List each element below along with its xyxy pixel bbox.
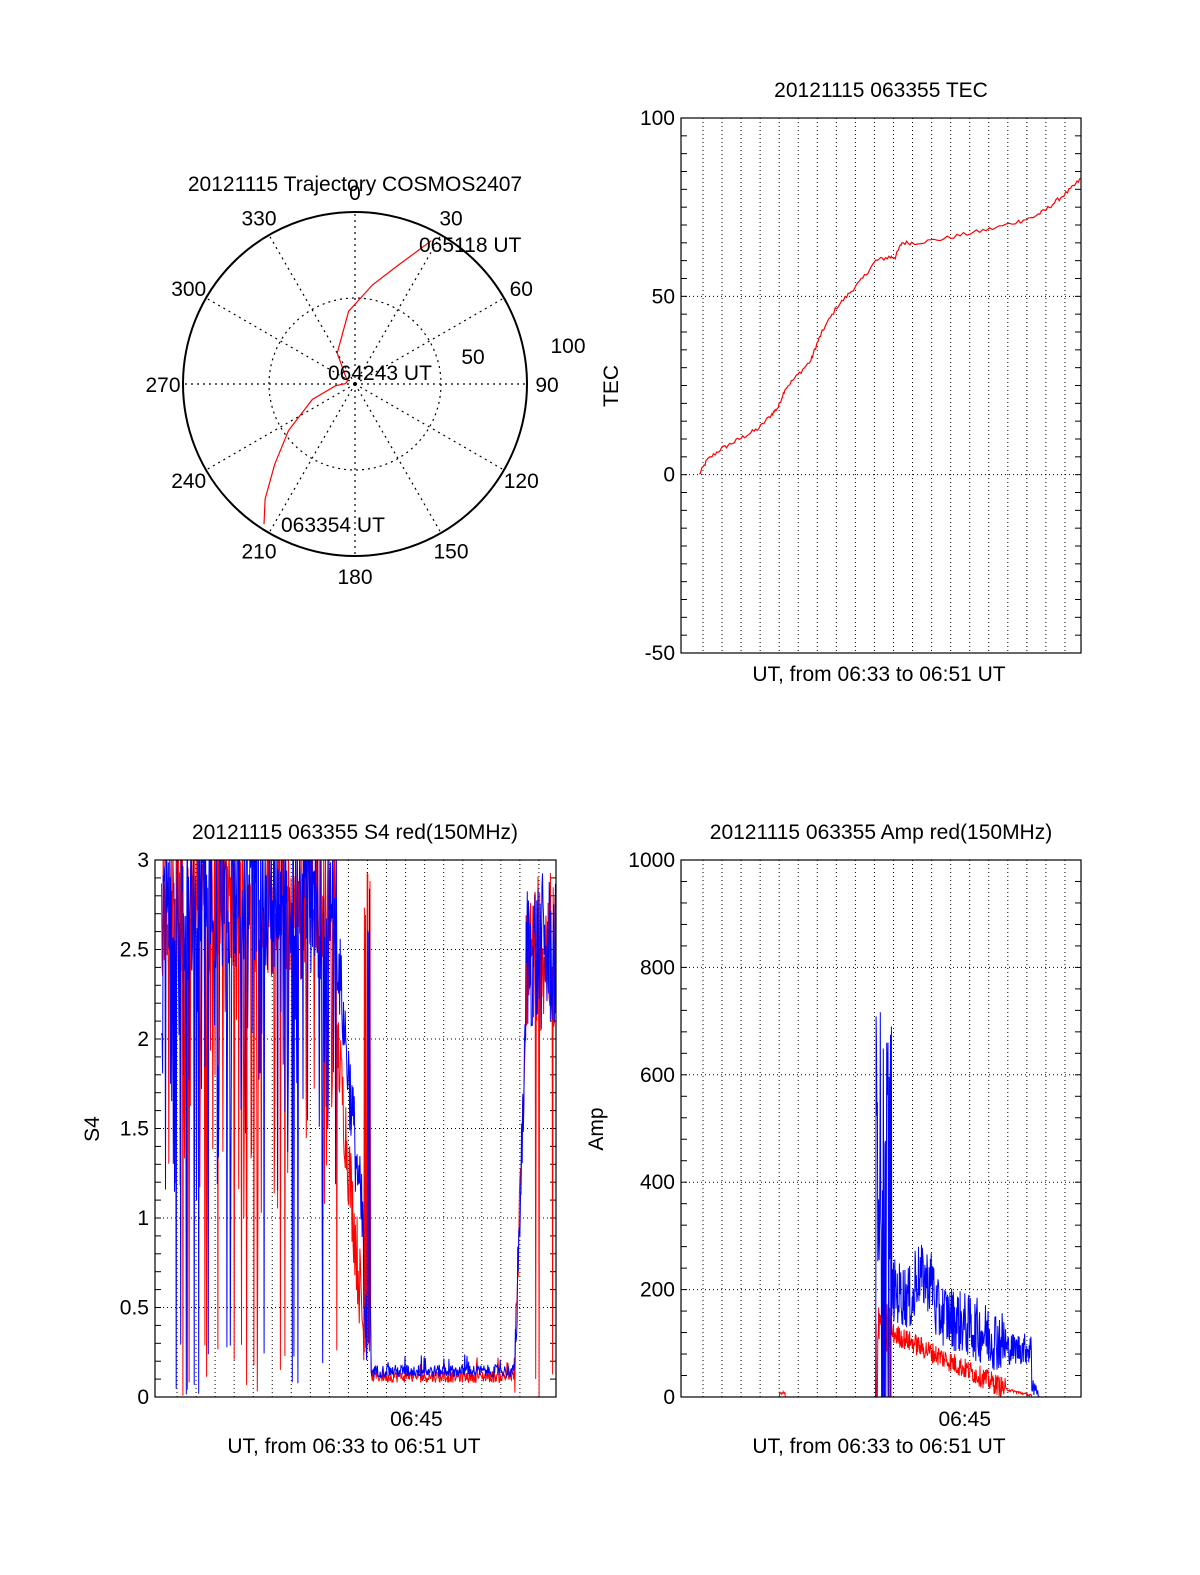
polar-track-line	[263, 240, 432, 525]
tec-xlabel: UT, from 06:33 to 06:51 UT	[752, 663, 1005, 686]
polar-radial-label: 100	[550, 335, 585, 358]
polar-azimuth-label: 30	[439, 208, 462, 231]
amp-title: 20121115 063355 Amp red(150MHz)	[710, 821, 1052, 844]
polar-azimuth-label: 150	[433, 540, 468, 563]
polar-azimuth-label: 300	[171, 278, 206, 301]
tec-y-tick-label: -50	[645, 642, 675, 665]
tec-title: 20121115 063355 TEC	[774, 79, 988, 102]
tec-ylabel: TEC	[600, 365, 623, 407]
amp-blue-series-line	[699, 1012, 1081, 1397]
s4-ylabel: S4	[81, 1116, 104, 1142]
amp-plot-frame	[680, 859, 1082, 1398]
s4-y-tick-label: 3	[137, 849, 149, 872]
s4-tick-labels: 0 0.5 1 1.5 2 2.5 3 06:45	[120, 849, 443, 1431]
polar-azimuth-label: 60	[510, 278, 533, 301]
polar-azimuth-label: 210	[241, 540, 276, 563]
polar-annotation: 065118 UT	[419, 234, 522, 257]
amp-tick-labels: 0 200 400 600 800 1000 06:45	[628, 849, 991, 1431]
polar-annotations: 065118 UT 064243 UT 063354 UT	[281, 234, 522, 537]
polar-spoke	[354, 297, 505, 385]
s4-title: 20121115 063355 S4 red(150MHz)	[192, 821, 518, 844]
s4-red-series-line	[161, 860, 556, 1397]
polar-spoke	[205, 383, 356, 471]
polar-radial-label: 50	[461, 346, 484, 369]
s4-y-tick-label: 1.5	[120, 1118, 149, 1141]
tec-y-tick-label: 0	[663, 464, 675, 487]
s4-y-tick-label: 2.5	[120, 939, 149, 962]
amp-chart: 20121115 063355 Amp red(150MHz) Amp UT, …	[585, 821, 1082, 1458]
polar-azimuth-label: 90	[535, 374, 558, 397]
s4-chart: 20121115 063355 S4 red(150MHz) S4 UT, fr…	[81, 821, 557, 1458]
polar-spoke	[354, 234, 442, 385]
polar-azimuth-label: 270	[145, 374, 180, 397]
polar-azimuth-label: 120	[504, 470, 539, 493]
polar-spoke	[268, 383, 356, 534]
s4-x-tick-label: 06:45	[390, 1408, 443, 1431]
polar-title: 20121115 Trajectory COSMOS2407	[188, 173, 522, 196]
amp-ylabel: Amp	[585, 1107, 608, 1150]
tec-plot-frame	[680, 117, 1082, 654]
s4-y-tick-label: 0.5	[120, 1297, 149, 1320]
polar-radial-labels: 50 100	[461, 335, 585, 369]
s4-y-tick-label: 0	[137, 1386, 149, 1409]
polar-annotation: 063354 UT	[281, 514, 385, 537]
polar-spoke	[205, 297, 356, 385]
polar-azimuth-label: 330	[241, 208, 276, 231]
amp-y-tick-label: 0	[663, 1386, 675, 1409]
polar-trajectory-chart: 20121115 Trajectory COSMOS2407 0 30 60 90 12…	[145, 173, 585, 589]
amp-y-tick-label: 1000	[628, 849, 675, 872]
polar-grid	[183, 212, 527, 556]
polar-spoke	[354, 383, 505, 471]
amp-y-tick-label: 800	[640, 956, 675, 979]
amp-y-tick-label: 200	[640, 1279, 675, 1302]
polar-azimuth-labels: 0 30 60 90 120 150 180 210 240 270 300 330	[145, 182, 558, 589]
polar-azimuth-label: 180	[337, 566, 372, 589]
amp-gridlines	[681, 859, 1081, 1398]
polar-spoke	[354, 383, 442, 534]
polar-azimuth-label: 240	[171, 470, 206, 493]
polar-annotation: 064243 UT	[328, 362, 432, 385]
s4-xlabel: UT, from 06:33 to 06:51 UT	[227, 1435, 480, 1458]
polar-azimuth-label: 0	[349, 182, 361, 205]
tec-chart: 20121115 063355 TEC TEC UT, from 06:33 t…	[600, 79, 1082, 686]
tec-y-tick-label: 50	[652, 285, 675, 308]
s4-plot-frame	[154, 859, 557, 1398]
s4-blue-series-line	[161, 860, 556, 1395]
amp-xlabel: UT, from 06:33 to 06:51 UT	[752, 1435, 1005, 1458]
polar-outer-circle	[182, 211, 528, 557]
s4-y-tick-label: 2	[137, 1028, 149, 1051]
polar-spoke	[268, 234, 356, 385]
amp-x-tick-label: 06:45	[938, 1408, 991, 1431]
amp-y-tick-label: 600	[640, 1064, 675, 1087]
amp-red-series-line	[699, 1300, 1081, 1397]
tec-tick-labels: -50 0 50 100	[640, 107, 675, 665]
tec-gridlines	[681, 117, 1081, 654]
tec-series-line	[699, 178, 1082, 475]
tec-y-tick-label: 100	[640, 107, 675, 130]
s4-y-tick-label: 1	[137, 1207, 149, 1230]
amp-y-tick-label: 400	[640, 1171, 675, 1194]
